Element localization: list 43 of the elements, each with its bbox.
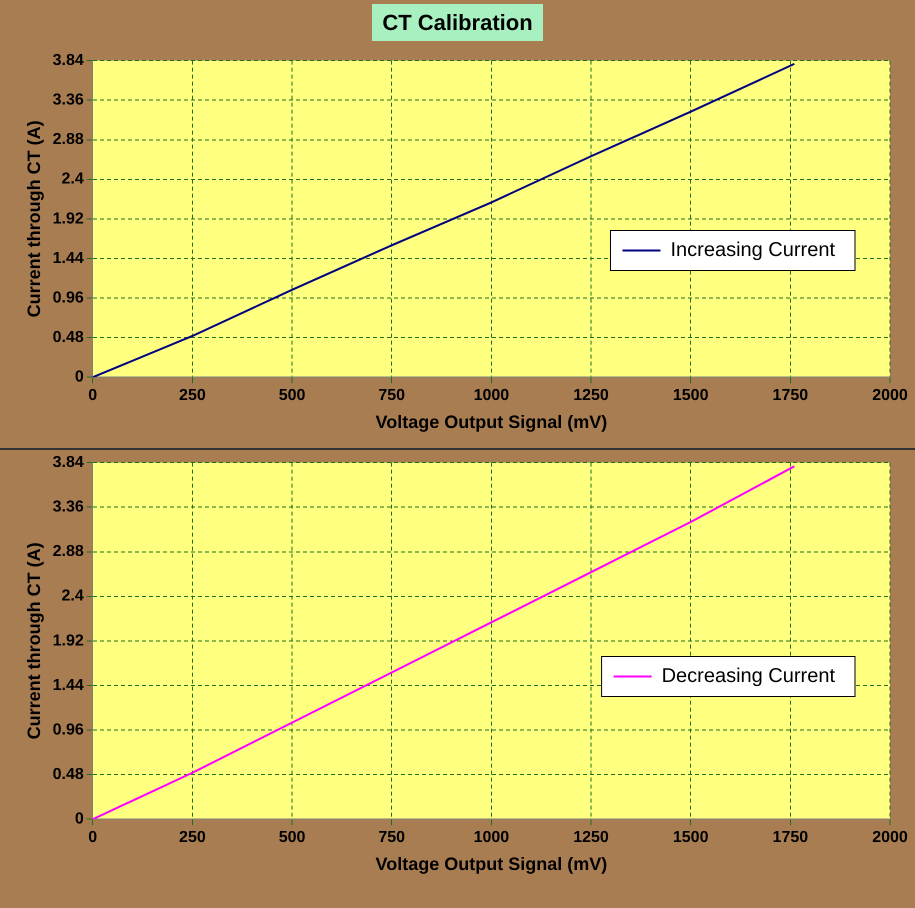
y-tick-label: 3.84 <box>52 454 84 472</box>
x-tick-label: 1250 <box>573 387 609 404</box>
x-tick-label: 250 <box>179 829 206 846</box>
x-axis-title: Voltage Output Signal (mV) <box>376 854 608 874</box>
y-tick-label: 3.36 <box>52 498 84 516</box>
x-tick-label: 1000 <box>474 387 510 404</box>
x-tick-label: 1500 <box>672 829 709 846</box>
y-tick-label: 0.48 <box>52 329 84 346</box>
x-tick-label: 1750 <box>772 387 808 404</box>
x-axis-title: Voltage Output Signal (mV) <box>376 412 608 432</box>
chart-title: CT Calibration <box>372 4 543 41</box>
y-axis-title: Current through CT (A) <box>24 542 44 740</box>
y-tick-label: 2.4 <box>61 170 84 188</box>
x-tick-label: 750 <box>378 829 406 846</box>
y-tick-label: 2.88 <box>52 131 84 148</box>
x-tick-label: 2000 <box>872 829 908 846</box>
x-tick-label: 500 <box>278 829 306 846</box>
y-tick-label: 2.88 <box>52 543 84 560</box>
x-tick-label: 2000 <box>872 387 908 404</box>
y-tick-label: 1.44 <box>52 676 84 694</box>
y-tick-label: 0.96 <box>52 289 84 306</box>
y-tick-label: 1.92 <box>52 210 84 228</box>
x-tick-label: 1500 <box>672 387 709 404</box>
y-tick-label: 3.36 <box>52 92 84 109</box>
x-tick-label: 250 <box>179 387 206 404</box>
x-tick-label: 1000 <box>474 829 510 846</box>
legend-label: Increasing Current <box>670 239 836 262</box>
y-tick-label: 0.96 <box>52 721 84 738</box>
y-tick-label: 0 <box>74 368 84 386</box>
x-tick-label: 1750 <box>772 829 808 846</box>
y-axis-title: Current through CT (A) <box>24 120 44 318</box>
y-tick-label: 1.44 <box>52 250 84 267</box>
x-tick-label: 0 <box>88 829 98 846</box>
x-tick-label: 0 <box>88 387 98 404</box>
y-tick-label: 0 <box>74 810 84 828</box>
y-tick-label: 3.84 <box>52 52 84 70</box>
x-tick-label: 750 <box>378 387 406 404</box>
legend-label: Decreasing Current <box>662 665 836 688</box>
x-tick-label: 1250 <box>573 829 609 846</box>
y-tick-label: 0.48 <box>52 766 84 784</box>
y-tick-label: 1.92 <box>52 632 84 650</box>
y-tick-label: 2.4 <box>61 588 84 605</box>
x-tick-label: 500 <box>278 387 306 404</box>
